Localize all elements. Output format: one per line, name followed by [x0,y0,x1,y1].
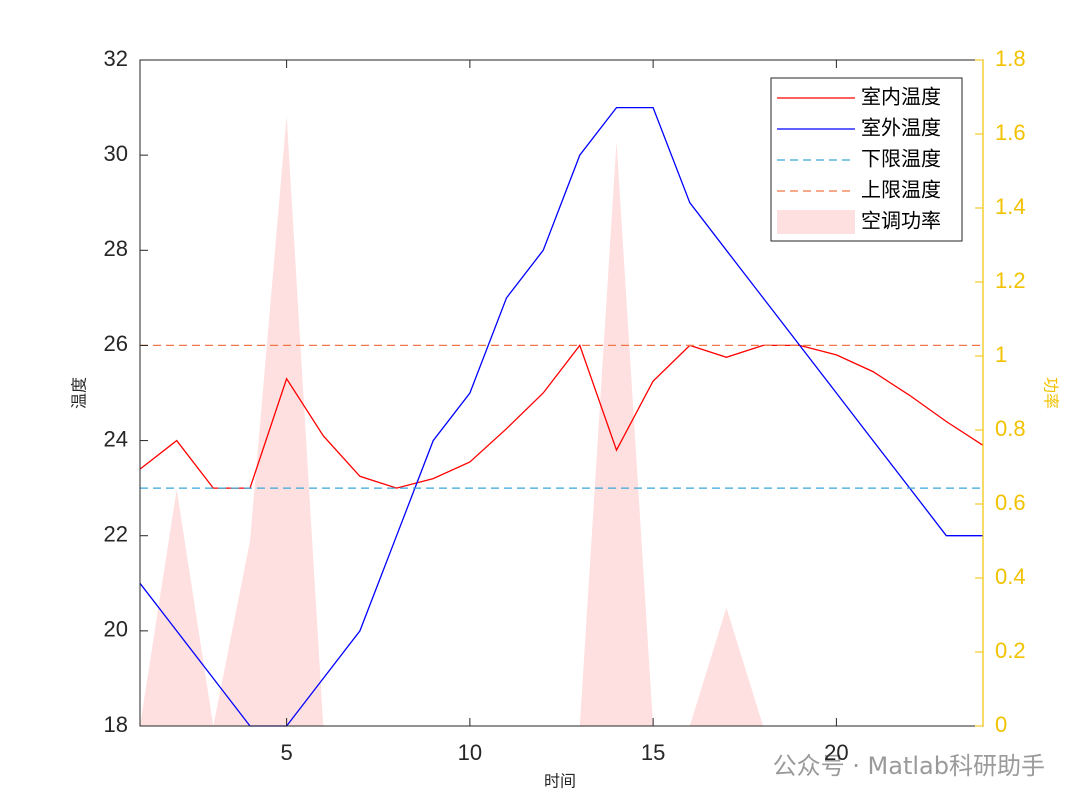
legend-label: 下限温度 [861,147,941,171]
x-axis-label: 时间 [544,772,576,791]
y2-tick-label: 1.2 [995,268,1026,293]
y-tick-label: 24 [104,426,128,451]
legend-label: 室外温度 [861,116,941,140]
y-tick-label: 20 [104,617,128,642]
x-tick-label: 5 [280,740,292,765]
y-tick-label: 22 [104,522,128,547]
y-axis-label: 温度 [70,377,89,409]
y-tick-label: 32 [104,46,128,71]
y2-tick-label: 0.2 [995,638,1026,663]
watermark: 公众号 · Matlab科研助手 [773,752,1045,780]
line [139,344,984,489]
y2-tick-label: 0.8 [995,416,1026,441]
y2-tick-label: 1.4 [995,194,1026,219]
legend-swatch [777,210,855,234]
legend-label: 室内温度 [861,85,941,109]
legend-label: 上限温度 [861,178,941,202]
x-tick-label: 20 [824,740,848,765]
y2-tick-label: 1 [995,342,1007,367]
y2-tick-label: 0.6 [995,490,1026,515]
y2-axis-label: 功率 [1042,377,1061,409]
legend-label: 空调功率 [861,209,941,233]
x-tick-label: 10 [458,740,482,765]
y2-tick-label: 0 [995,712,1007,737]
y-tick-label: 26 [104,331,128,356]
x-tick-label: 15 [641,740,665,765]
y2-tick-label: 1.8 [995,46,1026,71]
y-tick-label: 30 [104,141,128,166]
y2-tick-label: 1.6 [995,120,1026,145]
y-tick-label: 18 [104,712,128,737]
y2-tick-label: 0.4 [995,564,1026,589]
y-tick-label: 28 [104,236,128,261]
